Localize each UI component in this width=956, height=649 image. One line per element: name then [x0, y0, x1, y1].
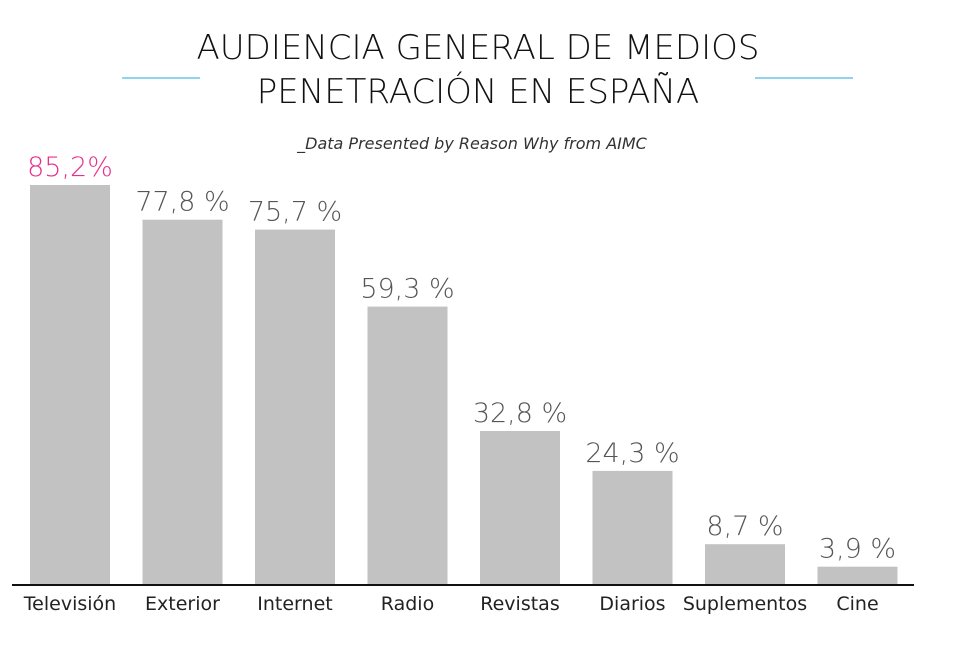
bar-diarios: [592, 470, 673, 585]
chart-subtitle: _Data Presented by Reason Why from AIMC: [297, 134, 647, 153]
value-label-television: 85,2%: [27, 152, 113, 183]
category-label-television: Televisión: [23, 593, 116, 615]
category-label-radio: Radio: [381, 593, 434, 615]
value-label-exterior: 77,8 %: [135, 187, 229, 218]
value-label-diarios: 24,3 %: [585, 438, 679, 469]
category-label-exterior: Exterior: [145, 593, 220, 615]
bar-revistas: [480, 431, 560, 585]
value-label-internet: 75,7 %: [248, 197, 342, 228]
labels-layer: 85,2% Televisión 77,8 % Exterior 75,7 % Inter…: [23, 152, 896, 615]
value-label-suplementos: 8,7 %: [706, 511, 783, 542]
bar-television: [30, 185, 110, 585]
value-label-revistas: 32,8 %: [473, 398, 567, 429]
value-label-radio: 59,3 %: [360, 274, 454, 305]
bar-cine: [817, 566, 898, 585]
category-label-revistas: Revistas: [480, 593, 559, 615]
bar-suplementos: [705, 544, 785, 585]
title-rule-right: [755, 77, 853, 79]
category-label-diarios: Diarios: [599, 593, 665, 615]
chart-title-line-2: PENETRACIÓN EN ESPAÑA: [256, 72, 700, 112]
category-label-cine: Cine: [836, 593, 878, 615]
value-label-cine: 3,9 %: [819, 534, 896, 565]
bars-layer: [30, 185, 898, 585]
bar-radio: [367, 306, 448, 585]
bar-internet: [255, 229, 335, 585]
bar-exterior: [142, 219, 223, 585]
title-rule-left: [122, 77, 200, 79]
category-label-suplementos: Suplementos: [683, 593, 807, 615]
chart-title-line-1: AUDIENCIA GENERAL DE MEDIOS: [196, 28, 760, 68]
category-label-internet: Internet: [257, 593, 332, 615]
